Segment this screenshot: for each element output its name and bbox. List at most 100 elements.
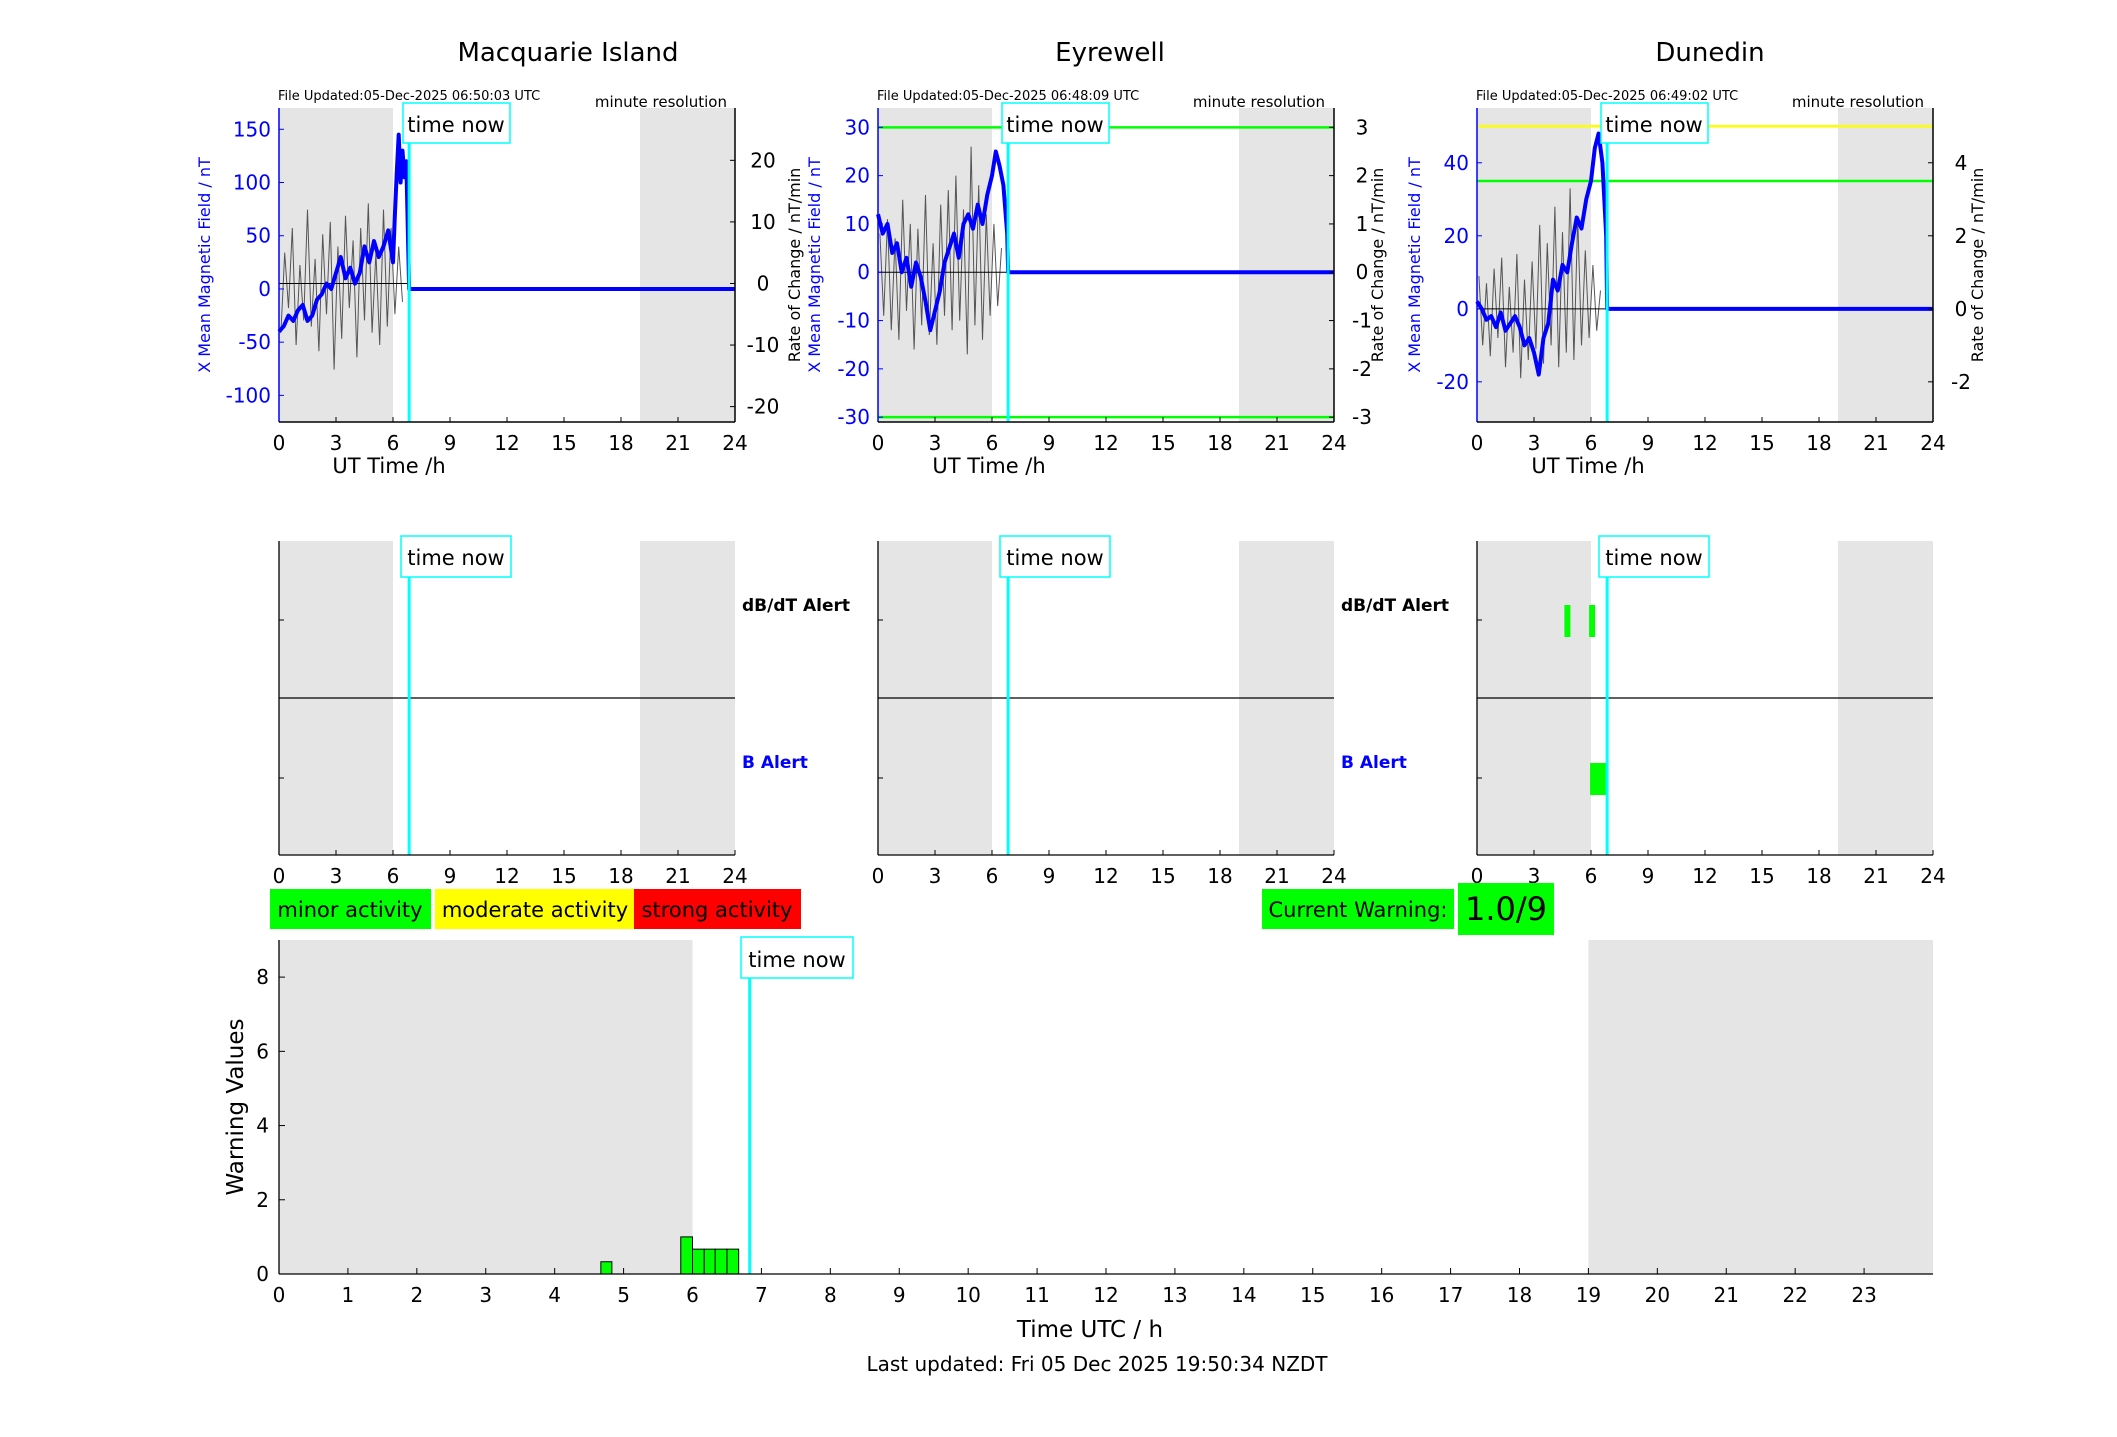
x-tick-label: 6 [387,431,400,455]
y-left-tick-label: -30 [837,405,870,429]
rate-series [279,203,410,370]
current-warning-label-box [1262,889,1454,929]
field-series [1475,131,1933,377]
file-updated-label: File Updated:05-Dec-2025 06:50:03 UTC [278,89,540,104]
alert-panel-dunedin: 0 3 6 9 12 15 18 21 24 time now [1471,535,1946,888]
y-right-tick-label: 4 [1955,151,1968,175]
x-field-line [1475,131,1933,377]
time-now-label: time now [1605,113,1702,137]
x-tick-label: 18 [608,864,633,888]
warning-bar [680,1236,694,1275]
y-right-tick-label: -10 [747,333,780,357]
x-tick-label: 0 [872,864,885,888]
x-axis-label: UT Time /h [332,454,445,478]
time-now-box [400,535,512,578]
x-tick-label: 9 [1043,864,1056,888]
night-shade [878,108,992,422]
x-tick-label: 24 [1321,864,1346,888]
y-right-tick-label: -20 [747,395,780,419]
station-panel-dunedin: Dunedin File Updated:05-Dec-2025 06:49:0… [1405,38,1987,478]
x-tick-label: 19 [1576,1283,1601,1307]
x-tick-label: 6 [1585,431,1598,455]
x-tick-label: 9 [1043,431,1056,455]
x-tick-label: 21 [1264,864,1289,888]
x-tick-label: 6 [986,864,999,888]
y-left-tick-label: -20 [1436,370,1469,394]
x-tick-label: 12 [1692,431,1717,455]
b-alert-label: B Alert [742,753,808,773]
x-tick-label: 11 [1024,1283,1049,1307]
time-now-box [1598,535,1710,578]
y-left-tick-label: -10 [837,309,870,333]
y-right-tick-label: -3 [1352,405,1372,429]
y-right-tick-label: 3 [1356,115,1369,139]
y-left-tick-label: 40 [1444,151,1469,175]
x-field-line [876,149,1334,333]
time-now-label: time now [748,948,845,972]
y-left-tick-label: 0 [258,277,271,301]
x-tick-label: 6 [986,431,999,455]
x-tick-label: 4 [548,1283,561,1307]
legend-strong-label: strong activity [642,898,793,922]
x-tick-label: 21 [1863,431,1888,455]
time-now-box [999,535,1111,578]
x-tick-label: 3 [330,431,343,455]
night-shade [640,108,735,422]
station-title: Dunedin [1655,38,1764,68]
y-left-tick-label: 150 [233,117,271,141]
current-warning: Current Warning: 1.0/9 [1262,883,1554,935]
warning-bar [692,1248,705,1275]
warning-bar [714,1248,728,1275]
file-updated-label: File Updated:05-Dec-2025 06:48:09 UTC [877,89,1139,104]
y-right-tick-label: 20 [750,148,775,172]
x-tick-label: 3 [1528,864,1541,888]
tick-layer: 0 3 6 9 12 15 18 21 24 [273,619,748,888]
y-left-tick-label: -20 [837,357,870,381]
x-tick-label: 15 [1749,864,1774,888]
y-right-tick-label: 0 [1955,297,1968,321]
night-shade [279,940,693,1274]
y-tick-label: 8 [256,965,269,989]
y-left-tick-label: 100 [233,171,271,195]
resolution-label: minute resolution [595,93,727,111]
shade-layer [279,940,1933,1274]
x-tick-label: 18 [1207,431,1232,455]
y-right-tick-label: 1 [1356,212,1369,236]
x-tick-label: 9 [1642,864,1655,888]
resolution-label: minute resolution [1792,93,1924,111]
y-right-tick-label: 10 [750,210,775,234]
alert-panel-eyrewell: 0 3 6 9 12 15 18 21 24 time now dB/dT Alert B Al… [872,535,1449,888]
x-tick-label: 21 [1863,864,1888,888]
y-right-tick-label: 2 [1955,224,1968,248]
legend-moderate-swatch [435,889,634,929]
current-warning-value: 1.0/9 [1465,890,1547,928]
y-left-tick-label: -100 [226,383,271,407]
y-right-tick-label: -2 [1951,370,1971,394]
x-tick-label: 0 [1471,864,1484,888]
current-warning-label: Current Warning: [1269,898,1448,922]
warning-values-chart: 0 1 2 3 4 5 6 7 8 9 10 11 12 13 14 15 16 17 18 19 20 21 22 2302… [223,936,1933,1343]
shade-layer [878,108,1334,422]
x-tick-label: 18 [1806,864,1831,888]
y-left-tick-label: 20 [1444,224,1469,248]
rate-of-change-line [879,146,1002,355]
x-tick-label: 15 [551,864,576,888]
y-right-tick-label: -2 [1352,357,1372,381]
y-right-tick-label: 2 [1356,164,1369,188]
x-tick-label: 7 [755,1283,768,1307]
shade-layer [279,108,735,422]
x-tick-label: 6 [686,1283,699,1307]
last-updated-footer: Last updated: Fri 05 Dec 2025 19:50:34 N… [866,1352,1328,1376]
y-axis-label: Warning Values [223,1018,249,1195]
night-shade [1239,108,1334,422]
x-tick-label: 12 [494,864,519,888]
alert-bar-layer [1564,605,1607,795]
y-tick-label: 4 [256,1114,269,1138]
x-tick-label: 8 [824,1283,837,1307]
x-tick-label: 20 [1645,1283,1670,1307]
y-left-tick-label: 10 [845,212,870,236]
warning-bar [703,1248,716,1275]
x-tick-label: 12 [1692,864,1717,888]
y-left-tick-label: 0 [1456,297,1469,321]
